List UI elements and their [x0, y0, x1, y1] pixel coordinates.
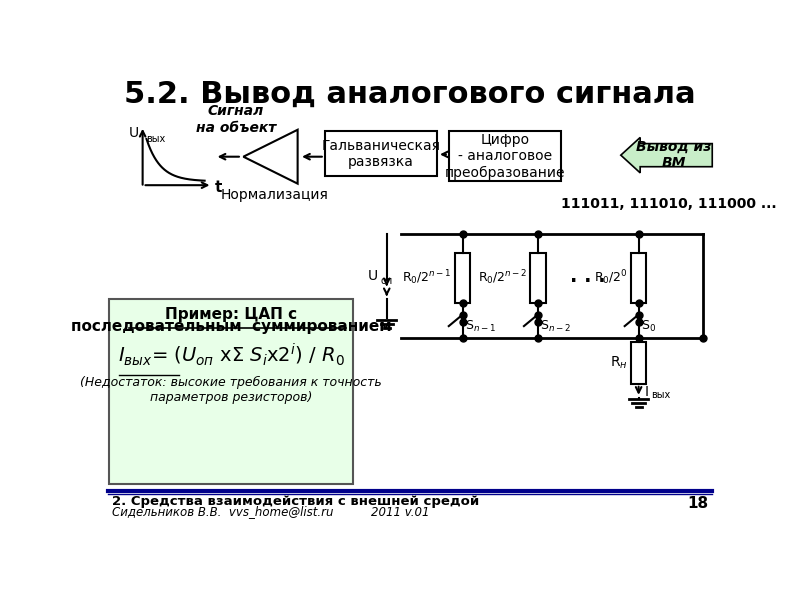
Text: 2. Средства взаимодействия с внешней средой: 2. Средства взаимодействия с внешней сре…: [112, 496, 479, 509]
Text: 18: 18: [687, 496, 708, 511]
Text: вых: вых: [651, 391, 670, 400]
Text: S$_0$: S$_0$: [641, 319, 656, 334]
Text: R$_0$/2$^{n-2}$: R$_0$/2$^{n-2}$: [478, 269, 527, 287]
Text: S$_{n-2}$: S$_{n-2}$: [540, 319, 571, 334]
Text: 5.2. Вывод аналогового сигнала: 5.2. Вывод аналогового сигнала: [124, 80, 696, 109]
Text: S$_{n-1}$: S$_{n-1}$: [465, 319, 496, 334]
Text: вых: вых: [146, 134, 166, 143]
FancyBboxPatch shape: [110, 299, 354, 484]
Text: Гальваническая
развязка: Гальваническая развязка: [322, 139, 441, 169]
Text: 111011, 111010, 111000 ...: 111011, 111010, 111000 ...: [561, 197, 777, 211]
Text: $I_{вых}$= ($U_{оп}$ x$\Sigma$ $S_i$x2$^i$) / $R_0$: $I_{вых}$= ($U_{оп}$ x$\Sigma$ $S_i$x2$^…: [118, 341, 345, 368]
Text: последовательным  суммированием: последовательным суммированием: [71, 319, 392, 334]
Text: U: U: [367, 269, 378, 283]
FancyBboxPatch shape: [325, 131, 437, 176]
FancyBboxPatch shape: [530, 253, 546, 303]
Text: t: t: [214, 180, 222, 195]
Text: R$_н$: R$_н$: [610, 355, 628, 371]
Text: . . .: . . .: [570, 266, 606, 286]
Text: Сигнал
на объект: Сигнал на объект: [195, 104, 276, 134]
FancyBboxPatch shape: [455, 253, 470, 303]
Polygon shape: [621, 137, 712, 173]
FancyBboxPatch shape: [631, 341, 646, 384]
Text: R$_0$/2$^0$: R$_0$/2$^0$: [594, 269, 628, 287]
Text: оп: оп: [381, 277, 393, 286]
Text: Цифро
- аналоговое
преобразование: Цифро - аналоговое преобразование: [445, 133, 565, 179]
Text: U: U: [129, 126, 138, 140]
Text: Вывод из
ВМ: Вывод из ВМ: [636, 140, 711, 170]
Text: Нормализация: Нормализация: [221, 187, 328, 202]
FancyBboxPatch shape: [631, 253, 646, 303]
Text: I: I: [645, 385, 649, 398]
Text: Сидельников В.В.  vvs_home@list.ru          2011 v.01: Сидельников В.В. vvs_home@list.ru 2011 v…: [112, 505, 429, 518]
Text: (Недостаток: высокие требования к точность
параметров резисторов): (Недостаток: высокие требования к точнос…: [81, 376, 382, 404]
Text: Пример: ЦАП с: Пример: ЦАП с: [166, 307, 298, 322]
FancyBboxPatch shape: [449, 131, 561, 181]
Text: R$_0$/2$^{n-1}$: R$_0$/2$^{n-1}$: [402, 269, 452, 287]
